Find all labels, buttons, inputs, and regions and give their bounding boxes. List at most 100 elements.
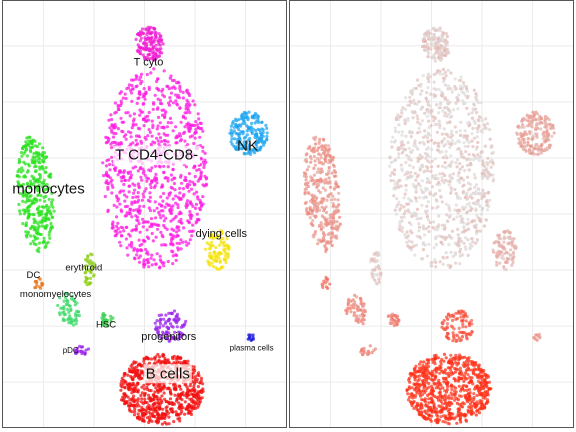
cell-point — [480, 150, 484, 154]
cell-point — [405, 177, 409, 181]
cell-point — [429, 138, 433, 142]
cell-point — [408, 395, 412, 399]
cell-point — [152, 258, 156, 262]
cluster-label-progenitors: progenitors — [141, 331, 197, 343]
cell-point — [142, 124, 146, 128]
cell-point — [448, 180, 452, 184]
cell-point — [172, 176, 176, 180]
cell-point — [140, 376, 144, 380]
cell-point — [188, 238, 192, 242]
cell-point — [42, 236, 46, 240]
cell-point — [234, 131, 238, 135]
cell-point — [442, 377, 446, 381]
cell-point — [175, 325, 179, 329]
cell-point — [409, 158, 413, 162]
cell-point — [484, 218, 488, 222]
cell-point — [326, 171, 330, 175]
cell-point — [478, 229, 482, 233]
cell-point — [397, 152, 401, 156]
cell-point — [24, 223, 28, 227]
cell-point — [121, 175, 125, 180]
cell-point — [331, 158, 335, 162]
cell-point — [204, 160, 208, 164]
cell-point — [50, 191, 54, 195]
cell-point — [404, 134, 408, 138]
cell-point — [150, 263, 154, 267]
cell-point — [474, 202, 478, 206]
cell-point — [412, 211, 416, 215]
cell-point — [156, 332, 160, 336]
cell-point — [331, 163, 335, 167]
cell-point — [75, 348, 79, 352]
cell-point — [313, 194, 317, 198]
cell-point — [163, 116, 167, 120]
cell-point — [134, 195, 138, 199]
cell-point — [186, 359, 190, 363]
cell-point — [256, 115, 261, 119]
cell-point — [349, 310, 353, 314]
cell-point — [445, 325, 449, 329]
cell-point — [403, 192, 407, 196]
cell-point — [395, 116, 399, 120]
cell-point — [410, 174, 414, 178]
cell-point — [511, 260, 515, 265]
cell-point — [323, 222, 327, 226]
cell-point — [320, 205, 324, 209]
cell-point — [174, 318, 178, 322]
cluster-points-monomyelocytes — [344, 293, 367, 326]
cell-point — [421, 74, 425, 78]
cell-point — [164, 331, 168, 335]
cell-point — [539, 127, 543, 131]
cell-point — [139, 175, 143, 179]
cell-point — [432, 56, 436, 60]
cell-point — [125, 195, 129, 199]
cell-point — [178, 191, 182, 195]
cell-point — [183, 178, 187, 182]
cell-point — [265, 138, 269, 142]
cell-point — [84, 264, 88, 268]
cell-point — [183, 412, 187, 416]
cell-point — [219, 237, 223, 242]
cell-point — [137, 417, 142, 421]
cell-point — [397, 318, 401, 322]
cell-point — [456, 107, 460, 111]
cell-point — [449, 313, 453, 317]
cell-point — [475, 111, 479, 115]
cell-point — [145, 179, 149, 183]
cell-point — [445, 396, 449, 400]
cell-point — [436, 68, 440, 73]
cell-point — [488, 137, 492, 141]
cluster-label-b-cells: B cells — [146, 365, 190, 382]
cell-point — [130, 377, 134, 381]
cell-point — [422, 360, 426, 364]
cell-point — [468, 157, 472, 161]
cell-point — [179, 356, 183, 360]
cell-point — [133, 188, 137, 192]
cell-point — [162, 139, 166, 143]
cell-point — [361, 314, 366, 318]
cell-point — [329, 198, 334, 202]
cell-point — [454, 203, 458, 207]
cell-point — [182, 359, 186, 364]
cell-point — [57, 311, 62, 315]
cell-point — [178, 86, 182, 91]
cell-point — [214, 245, 218, 250]
cell-point — [242, 151, 246, 155]
cell-point — [172, 420, 176, 424]
cell-point — [170, 402, 175, 407]
cell-point — [335, 205, 339, 209]
cell-point — [519, 125, 523, 129]
cell-point — [428, 221, 432, 225]
cell-point — [401, 106, 405, 110]
cell-point — [177, 228, 181, 232]
cell-point — [452, 327, 456, 331]
cell-point — [313, 163, 317, 167]
cell-point — [536, 148, 540, 152]
cell-point — [137, 90, 142, 94]
cell-point — [110, 155, 114, 159]
cell-point — [109, 180, 113, 184]
cell-point — [522, 141, 527, 145]
cell-point — [480, 196, 484, 201]
cell-point — [467, 112, 471, 116]
cell-point — [21, 222, 25, 226]
